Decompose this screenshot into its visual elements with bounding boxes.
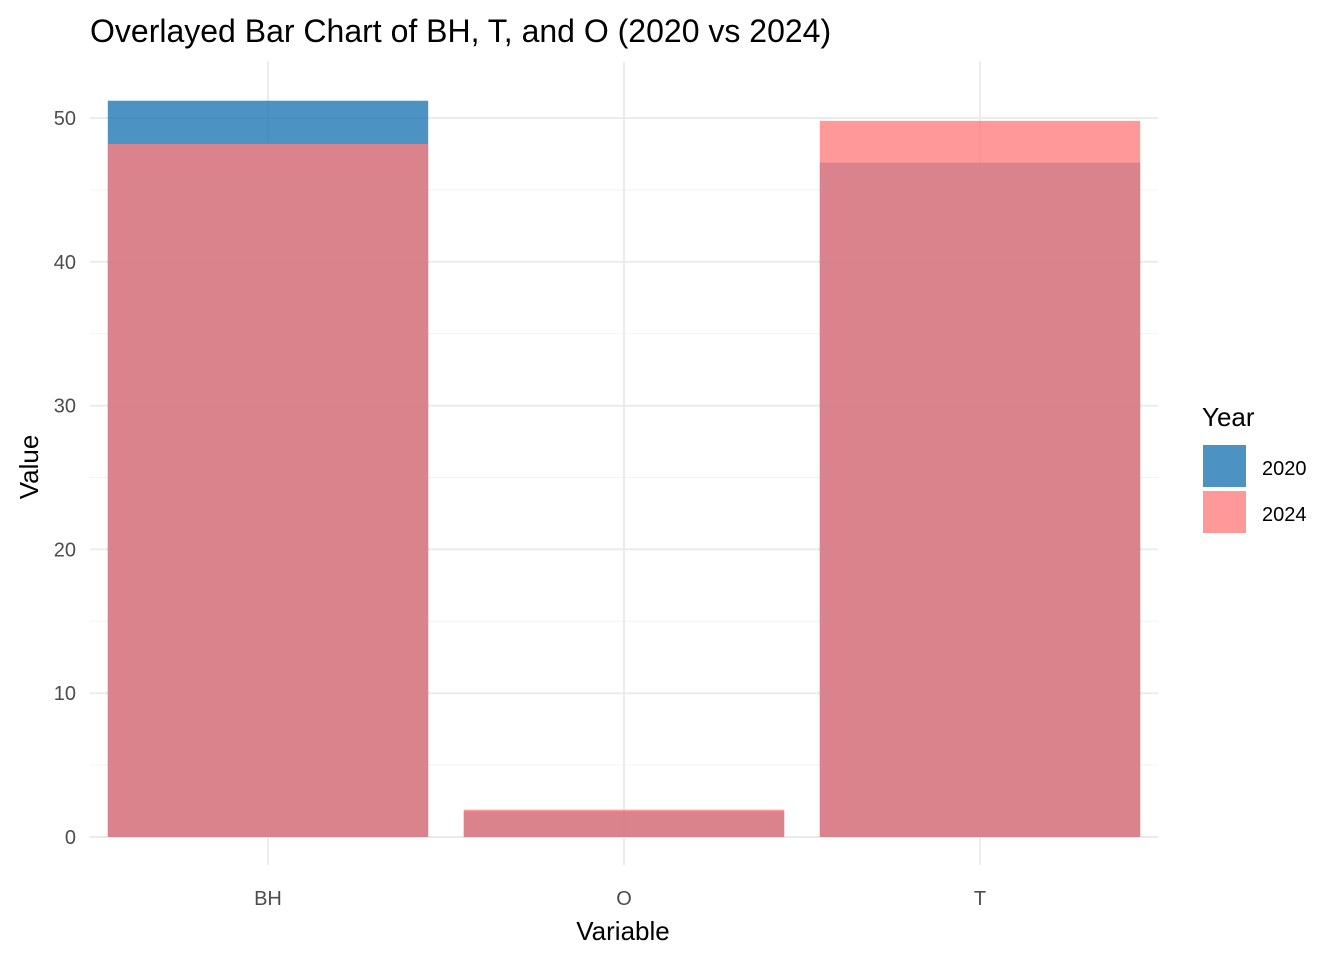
y-tick-label: 10 bbox=[54, 683, 76, 705]
bar-2024-BH bbox=[107, 143, 429, 837]
legend-label-2020: 2020 bbox=[1262, 458, 1307, 480]
y-tick-label: 40 bbox=[54, 252, 76, 274]
bar-2024-O bbox=[463, 809, 785, 837]
legend: Year 2020 2024 bbox=[1202, 402, 1307, 533]
legend-key-2020 bbox=[1203, 445, 1246, 487]
chart-title: Overlayed Bar Chart of BH, T, and O (202… bbox=[90, 13, 831, 49]
legend-title: Year bbox=[1202, 402, 1255, 432]
x-tick-label: T bbox=[974, 888, 986, 910]
y-tick-label: 30 bbox=[54, 396, 76, 418]
y-axis-ticks: 0 10 20 30 40 50 bbox=[54, 108, 76, 849]
legend-label-2024: 2024 bbox=[1262, 504, 1307, 526]
y-axis-title: Value bbox=[14, 435, 44, 500]
x-tick-label: O bbox=[616, 888, 632, 910]
x-axis-title: Variable bbox=[576, 916, 669, 946]
y-tick-label: 20 bbox=[54, 539, 76, 561]
y-tick-label: 50 bbox=[54, 108, 76, 130]
x-tick-label: BH bbox=[254, 888, 282, 910]
bar-2024-T bbox=[819, 120, 1141, 838]
legend-key-2024 bbox=[1203, 491, 1246, 533]
y-tick-label: 0 bbox=[65, 827, 76, 849]
bars bbox=[107, 100, 1141, 838]
x-axis-ticks: BH O T bbox=[254, 888, 986, 910]
